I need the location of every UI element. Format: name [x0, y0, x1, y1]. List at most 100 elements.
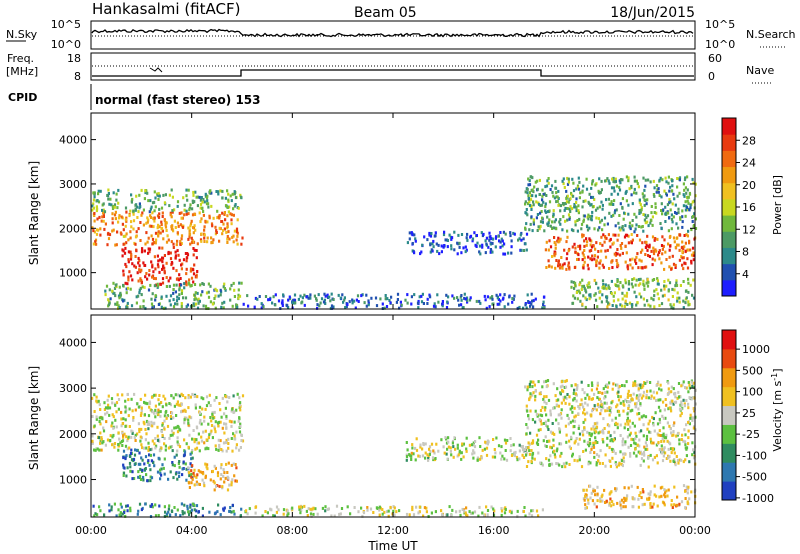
power-cell: [413, 251, 416, 255]
power-cell: [576, 184, 580, 188]
power-cell: [106, 194, 109, 197]
power-cell: [541, 188, 544, 192]
power-cell: [137, 227, 140, 231]
power-cell: [653, 211, 656, 214]
power-cell: [112, 191, 115, 195]
power-cell: [610, 202, 613, 206]
power-cell: [581, 284, 584, 288]
velocity-cell: [96, 513, 99, 517]
power-cell: [130, 193, 133, 197]
velocity-cell: [93, 448, 96, 452]
velocity-cell: [138, 502, 142, 506]
velocity-cell: [635, 434, 638, 438]
power-cell: [219, 288, 222, 292]
power-cell: [588, 226, 591, 230]
power-cell: [92, 202, 95, 206]
velocity-cell: [167, 446, 170, 450]
power-cell: [565, 257, 568, 261]
power-cell: [591, 182, 594, 186]
velocity-cell: [234, 479, 237, 483]
velocity-colorbar-segment: [722, 348, 736, 369]
power-cell: [337, 293, 340, 297]
power-cell: [203, 225, 206, 229]
velocity-cell: [225, 438, 228, 442]
power-cell: [203, 200, 206, 204]
velocity-cell: [126, 447, 129, 451]
velocity-cell: [188, 481, 191, 485]
velocity-cell: [176, 449, 179, 453]
velocity-cell: [619, 450, 622, 454]
velocity-cell: [206, 467, 209, 471]
power-cell: [577, 209, 580, 213]
power-cell: [123, 251, 127, 255]
power-cell: [436, 249, 439, 253]
power-cell: [591, 205, 594, 209]
velocity-cell: [446, 513, 449, 517]
velocity-cell: [539, 413, 542, 417]
power-cell: [588, 293, 591, 297]
velocity-cell: [149, 479, 152, 483]
power-cell: [617, 298, 620, 302]
power-cell: [573, 242, 576, 246]
velocity-cell: [664, 398, 667, 401]
power-cell: [202, 213, 205, 217]
velocity-cell: [569, 407, 572, 411]
velocity-cell: [673, 458, 676, 461]
velocity-cell: [458, 509, 461, 513]
power-cell: [618, 185, 621, 189]
velocity-cell: [512, 443, 515, 447]
velocity-cell: [486, 513, 489, 517]
power-cell: [115, 198, 118, 202]
power-cell: [687, 277, 690, 281]
power-cell: [177, 253, 180, 257]
velocity-cell: [425, 506, 428, 510]
velocity-cell: [637, 407, 640, 411]
power-cell: [148, 224, 151, 228]
velocity-cell: [518, 457, 521, 461]
power-cell: [686, 188, 689, 192]
power-cell: [651, 263, 654, 267]
power-cell: [623, 235, 627, 239]
power-cell: [637, 185, 640, 189]
velocity-cell: [212, 416, 215, 420]
velocity-cell: [560, 408, 563, 412]
velocity-cell: [221, 426, 224, 430]
power-cell: [676, 185, 679, 189]
velocity-cell: [599, 449, 602, 453]
power-cell: [601, 286, 604, 290]
velocity-cell: [187, 471, 191, 475]
velocity-cell: [685, 386, 688, 390]
power-cell: [639, 210, 642, 214]
power-cell: [395, 300, 398, 304]
power-cell: [226, 214, 229, 218]
velocity-cell: [224, 395, 227, 399]
velocity-cell: [591, 445, 594, 449]
velocity-cell: [613, 430, 616, 434]
power-cell: [551, 220, 554, 224]
power-cell: [224, 204, 228, 208]
power-cell: [172, 266, 175, 270]
power-cell: [480, 231, 483, 235]
power-cell: [684, 241, 687, 245]
velocity-cell: [568, 395, 571, 399]
velocity-cell: [142, 446, 146, 450]
velocity-cell: [223, 506, 226, 510]
power-cell: [175, 283, 178, 287]
power-cell: [646, 248, 649, 252]
power-cell: [224, 218, 227, 222]
velocity-cell: [166, 424, 170, 428]
power-cell: [558, 220, 561, 224]
power-cell: [586, 240, 589, 244]
power-cell: [207, 295, 211, 299]
power-cell: [624, 260, 627, 264]
power-cell: [155, 238, 158, 242]
velocity-cell: [239, 408, 242, 412]
power-cell: [489, 235, 492, 239]
power-cell: [504, 232, 507, 236]
power-cell: [180, 289, 184, 293]
time-tick-label: 16:00: [478, 524, 510, 537]
velocity-cell: [220, 415, 223, 419]
velocity-cell: [421, 447, 424, 451]
velocity-cell: [140, 409, 143, 413]
power-cell: [426, 238, 429, 242]
